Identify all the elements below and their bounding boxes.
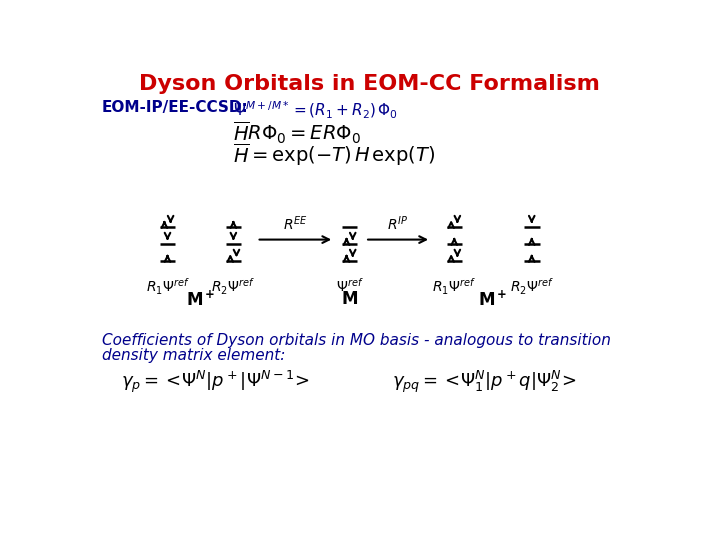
Text: $R_2\Psi^{ref}$: $R_2\Psi^{ref}$: [510, 276, 554, 297]
Text: Coefficients of Dyson orbitals in MO basis - analogous to transition: Coefficients of Dyson orbitals in MO bas…: [102, 333, 611, 348]
Text: $\gamma_p = <\!\Psi^N|p^+|\Psi^{N-1}\!>$: $\gamma_p = <\!\Psi^N|p^+|\Psi^{N-1}\!>$: [121, 369, 310, 395]
Text: $\Psi^{M+/M*} = (R_1 + R_2)\,\Phi_0$: $\Psi^{M+/M*} = (R_1 + R_2)\,\Phi_0$: [233, 100, 398, 122]
Text: $R_1\Psi^{ref}$: $R_1\Psi^{ref}$: [145, 276, 189, 297]
Text: EOM-IP/EE-CCSD:: EOM-IP/EE-CCSD:: [102, 100, 248, 115]
Text: Dyson Orbitals in EOM-CC Formalism: Dyson Orbitals in EOM-CC Formalism: [138, 74, 600, 94]
Text: $R_1\Psi^{ref}$: $R_1\Psi^{ref}$: [432, 276, 476, 297]
Text: $\Psi^{ref}$: $\Psi^{ref}$: [336, 276, 364, 294]
Text: $\overline{H} = \exp(-T)\,H\,\exp(T)$: $\overline{H} = \exp(-T)\,H\,\exp(T)$: [233, 141, 436, 168]
Text: $R_2\Psi^{ref}$: $R_2\Psi^{ref}$: [212, 276, 256, 297]
Text: $R^{IP}$: $R^{IP}$: [387, 215, 409, 233]
Text: $\gamma_{pq} = <\!\Psi^N_1|p^+q|\Psi^N_2\!>$: $\gamma_{pq} = <\!\Psi^N_1|p^+q|\Psi^N_2…: [392, 369, 577, 395]
Text: density matrix element:: density matrix element:: [102, 348, 285, 363]
Text: $\mathbf{M}$: $\mathbf{M}$: [341, 291, 358, 308]
Text: $\mathbf{M^+}$: $\mathbf{M^+}$: [186, 291, 215, 310]
Text: $\mathbf{M^+}$: $\mathbf{M^+}$: [478, 291, 508, 310]
Text: $\overline{H}R\Phi_0 = ER\Phi_0$: $\overline{H}R\Phi_0 = ER\Phi_0$: [233, 120, 361, 146]
Text: $R^{EE}$: $R^{EE}$: [283, 215, 308, 233]
